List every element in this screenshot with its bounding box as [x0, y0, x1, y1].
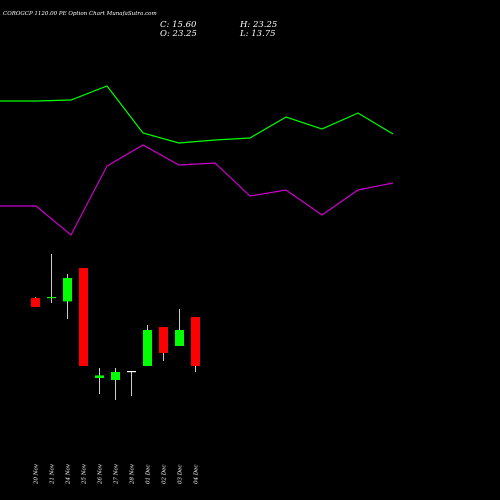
chart-title: COROGCP 1120.00 PE Option Chart MunafaSu…: [3, 11, 157, 17]
candle-body-5: [111, 372, 120, 380]
candle-body-7: [143, 330, 152, 366]
x-tick-label-6: 28 Nov: [130, 463, 136, 485]
x-tick-label-3: 25 Nov: [82, 463, 88, 485]
candle-body-3: [79, 268, 88, 366]
low-value: L: 13.75: [240, 29, 276, 39]
lower-indicator-line: [0, 144, 394, 236]
candle-body-9: [175, 330, 184, 346]
x-tick-label-0: 20 Nov: [34, 463, 40, 485]
candle-body-4: [95, 375, 104, 378]
x-tick-label-9: 03 Dec: [178, 465, 184, 485]
x-axis-labels: 20 Nov 21 Nov 24 Nov 25 Nov 26 Nov 27 Nov 28 N…: [34, 463, 200, 485]
x-tick-label-5: 27 Nov: [114, 463, 120, 485]
x-tick-label-2: 24 Nov: [66, 463, 72, 485]
high-value: H: 23.25: [240, 20, 278, 30]
candle-body-1: [47, 297, 56, 299]
x-tick-label-4: 26 Nov: [98, 463, 104, 485]
x-tick-label-7: 01 Dec: [146, 465, 152, 485]
candle-body-0: [31, 298, 40, 307]
close-value: C: 15.60: [160, 20, 197, 30]
candle-body-6: [127, 371, 136, 373]
x-tick-label-8: 02 Dec: [162, 465, 168, 485]
x-tick-label-10: 04 Dec: [194, 465, 200, 485]
x-tick-label-1: 21 Nov: [50, 463, 56, 485]
candles-group: [31, 254, 200, 400]
candle-body-10: [191, 317, 200, 366]
open-value: O: 23.25: [160, 29, 197, 39]
candle-body-8: [159, 327, 168, 353]
upper-indicator-line: [0, 85, 394, 144]
candle-body-2: [63, 278, 72, 302]
